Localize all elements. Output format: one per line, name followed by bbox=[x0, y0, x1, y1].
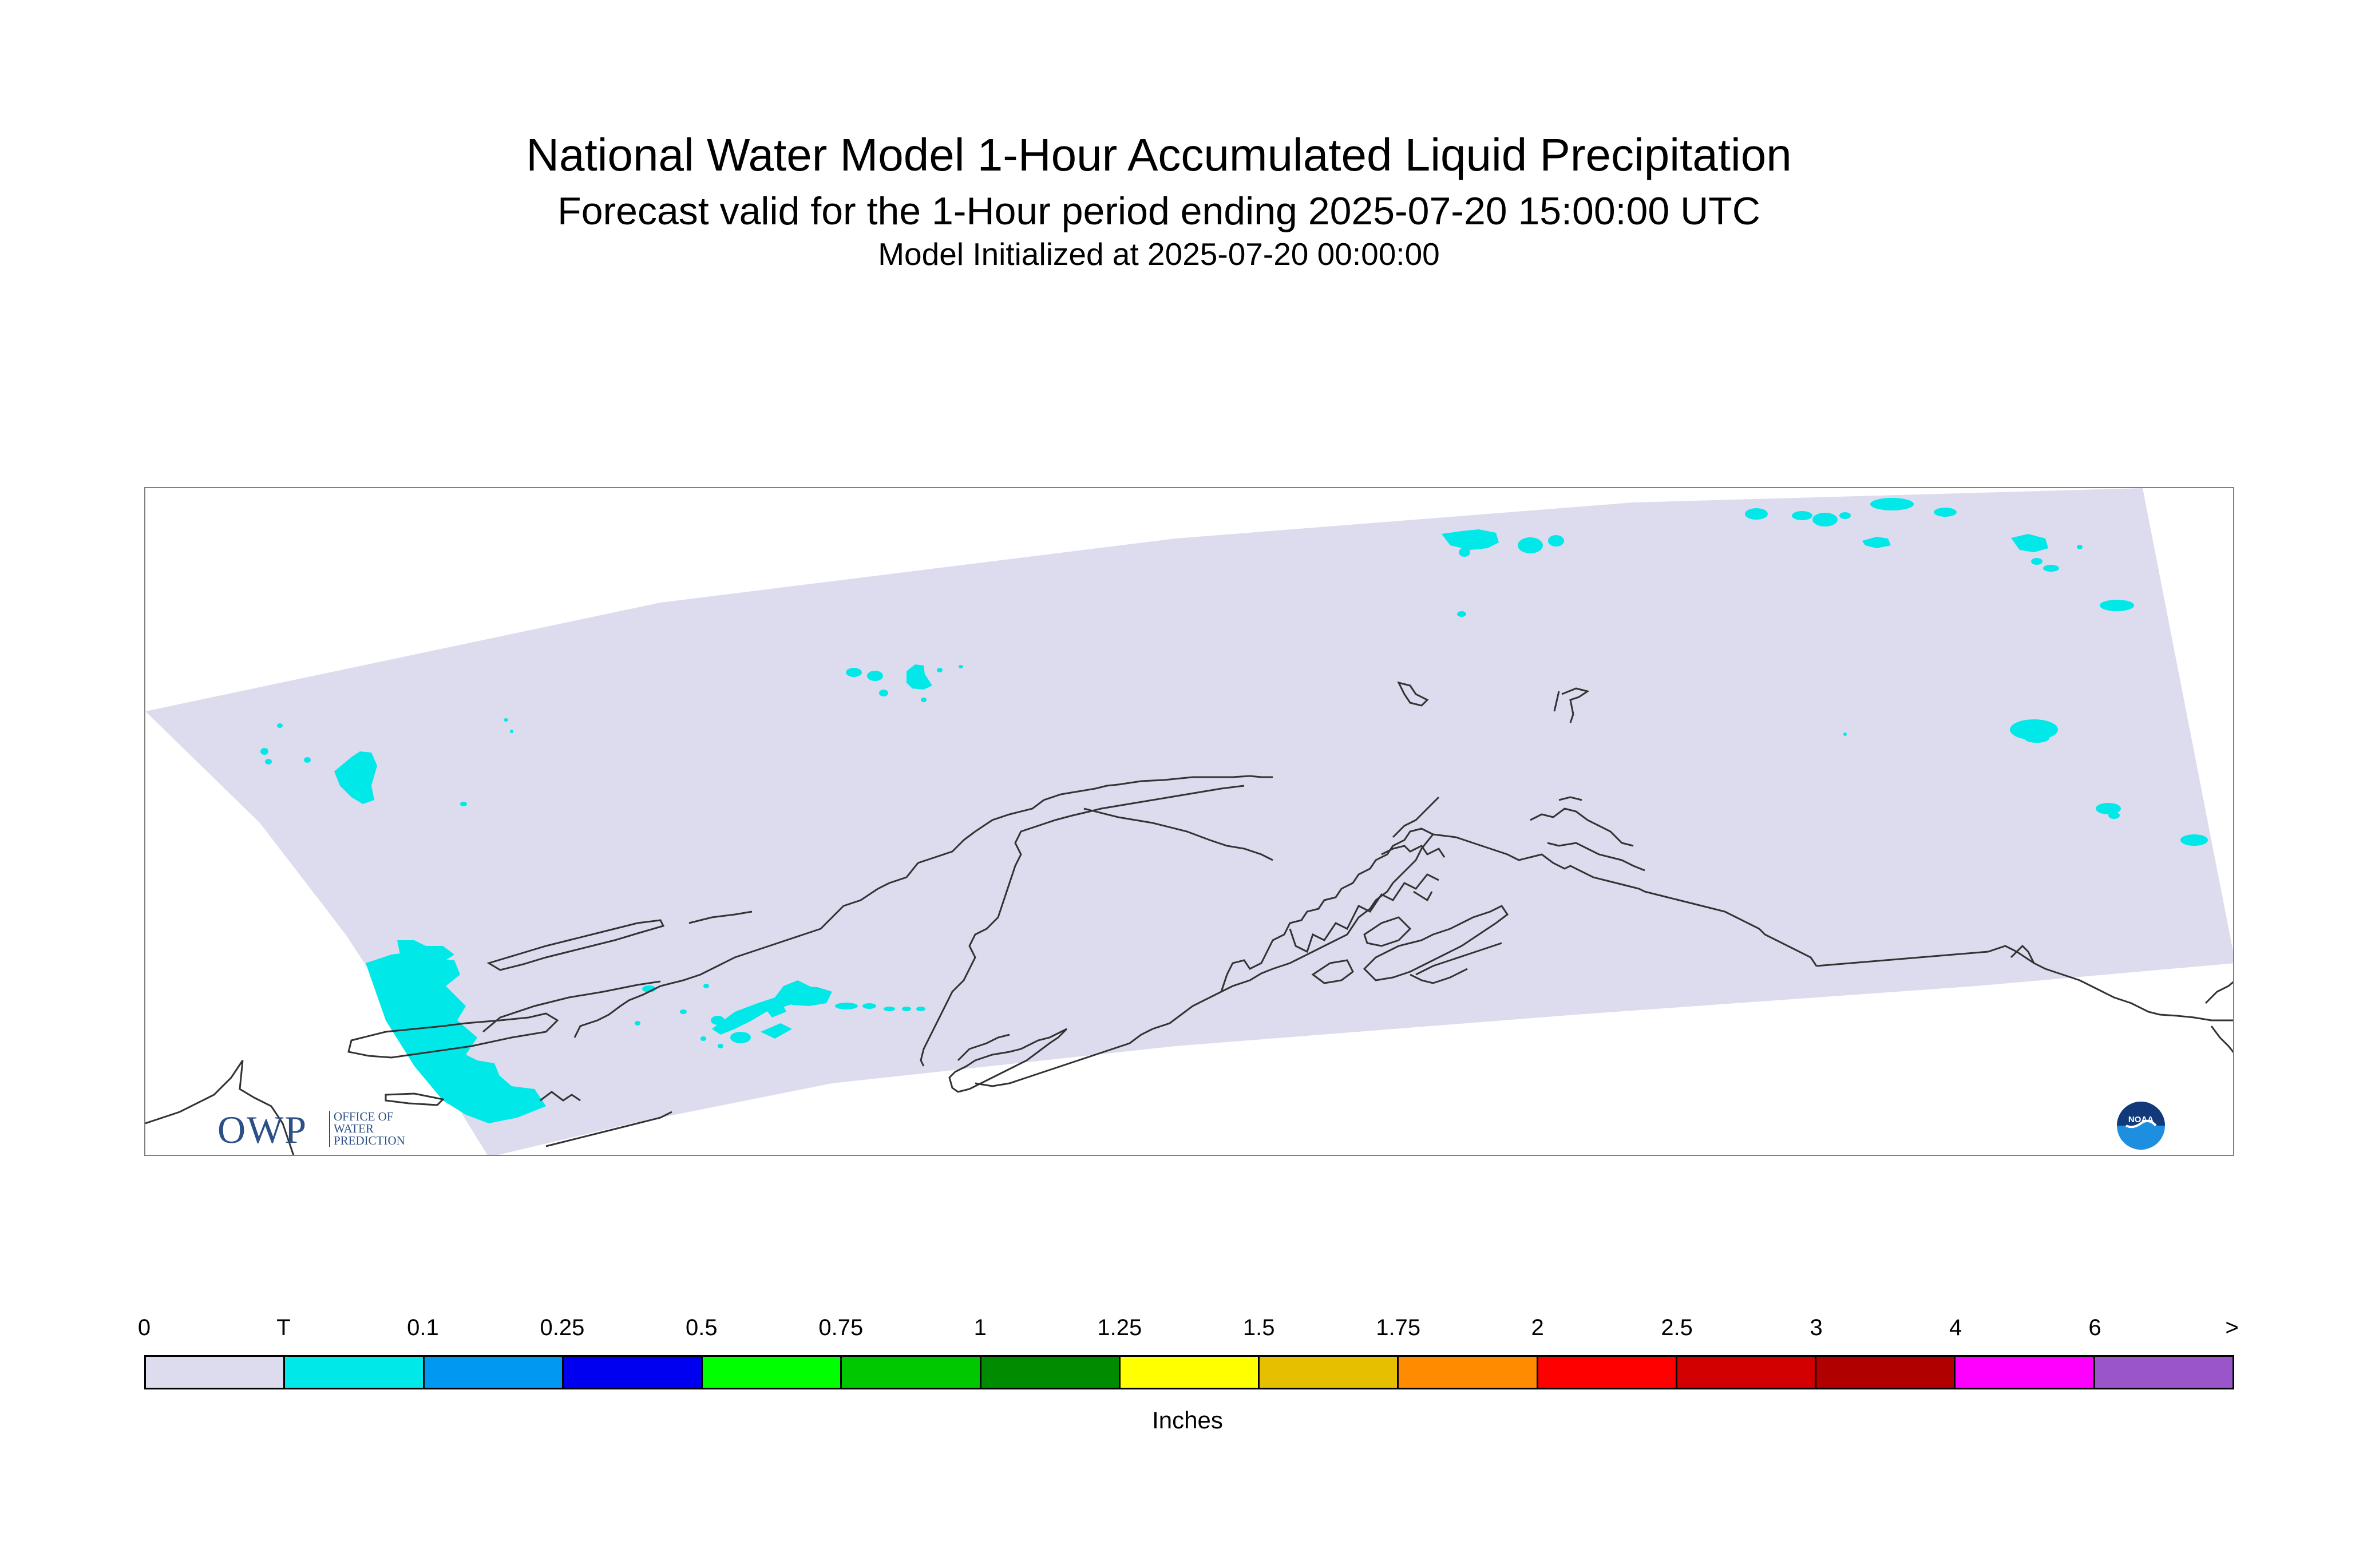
precip-areas bbox=[260, 498, 2208, 1123]
coastlines bbox=[145, 681, 2233, 1155]
legend-tick-label: 6 bbox=[2088, 1315, 2101, 1340]
owp-logo-line3: PREDICTION bbox=[334, 1134, 405, 1147]
noaa-logo-text: NOAA bbox=[2128, 1115, 2154, 1124]
legend-color-cell bbox=[285, 1357, 425, 1388]
legend-tick-label: 2 bbox=[1531, 1315, 1544, 1340]
legend-color-cell bbox=[146, 1357, 286, 1388]
legend-color-cell bbox=[842, 1357, 981, 1388]
model-domain bbox=[145, 488, 2233, 1155]
legend-tick-label: 0.75 bbox=[818, 1315, 864, 1340]
map-subtitle: Forecast valid for the 1-Hour period end… bbox=[557, 189, 1760, 233]
noaa-logo: NOAA bbox=[2117, 1102, 2165, 1150]
legend-tick-label: 0.1 bbox=[407, 1315, 439, 1340]
legend-tick-labels: 0 T 0.1 0.25 0.5 0.75 1 1.25 1.5 1.75 2 2.5 3 4 6 > bbox=[0, 1315, 2375, 1349]
legend-tick-label: 1 bbox=[973, 1315, 987, 1340]
legend-tick-label: 1.75 bbox=[1376, 1315, 1421, 1340]
legend-tick-label: > bbox=[2225, 1315, 2239, 1340]
legend-tick-label: 2.5 bbox=[1661, 1315, 1693, 1340]
legend-color-cell bbox=[563, 1357, 703, 1388]
legend-color-cell bbox=[424, 1357, 564, 1388]
legend-color-cell bbox=[1538, 1357, 1677, 1388]
legend-color-cell bbox=[1677, 1357, 1817, 1388]
legend-color-cell bbox=[1120, 1357, 1260, 1388]
legend-tick-label: 3 bbox=[1810, 1315, 1823, 1340]
legend-color-cell bbox=[1956, 1357, 2095, 1388]
legend-color-cell bbox=[1399, 1357, 1538, 1388]
map-svg bbox=[145, 488, 2233, 1155]
owp-logo-line1: OFFICE OF bbox=[334, 1110, 394, 1123]
legend-tick-label: 0.25 bbox=[540, 1315, 585, 1340]
legend-tick-label: 4 bbox=[1949, 1315, 1962, 1340]
legend-color-cell bbox=[981, 1357, 1121, 1388]
legend-color-cell bbox=[1816, 1357, 1956, 1388]
legend-colorbar bbox=[144, 1355, 2234, 1389]
legend-color-cell bbox=[2095, 1357, 2232, 1388]
owp-logo-letters: OWP bbox=[217, 1108, 308, 1151]
legend-tick-label: 1.5 bbox=[1242, 1315, 1275, 1340]
owp-logo: OWP OFFICE OF WATER PREDICTION bbox=[217, 1107, 435, 1151]
legend-tick-label: 0 bbox=[137, 1315, 151, 1340]
legend-tick-label: 1.25 bbox=[1097, 1315, 1142, 1340]
legend-units: Inches bbox=[1152, 1407, 1223, 1434]
legend-color-cell bbox=[703, 1357, 842, 1388]
model-init-time: Model Initialized at 2025-07-20 00:00:00 bbox=[878, 236, 1440, 272]
map-title: National Water Model 1-Hour Accumulated … bbox=[526, 129, 1792, 180]
owp-logo-caption: OFFICE OF WATER PREDICTION bbox=[329, 1111, 405, 1147]
legend-tick-label: 0.5 bbox=[686, 1315, 718, 1340]
legend-tick-label: T bbox=[276, 1315, 291, 1340]
owp-logo-line2: WATER bbox=[334, 1122, 374, 1135]
map-panel bbox=[144, 487, 2234, 1156]
legend-color-cell bbox=[1260, 1357, 1399, 1388]
